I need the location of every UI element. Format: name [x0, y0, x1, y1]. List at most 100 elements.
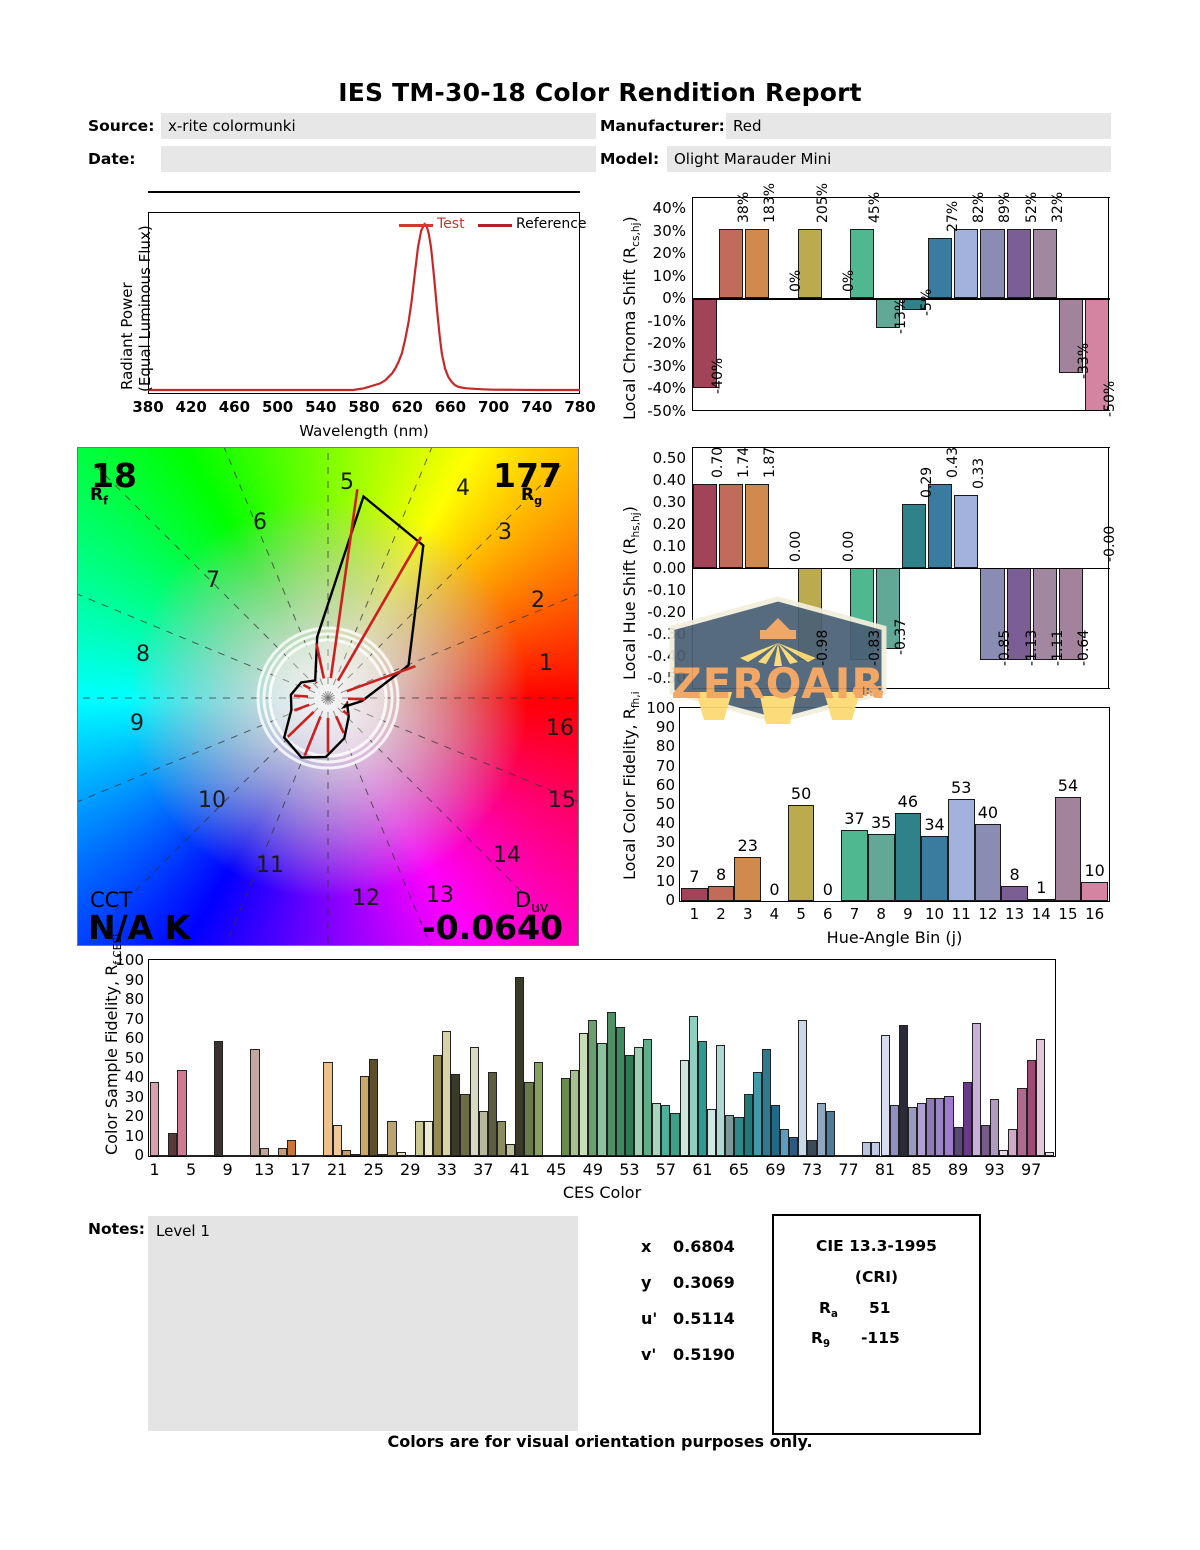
page-title: IES TM-30-18 Color Rendition Report	[338, 78, 862, 107]
csf-bar	[460, 1093, 470, 1156]
hue-ytick: 0.20	[652, 515, 686, 533]
hue-ytick: -0.10	[647, 581, 686, 599]
csf-bar	[478, 1111, 488, 1156]
csf-bar	[889, 1105, 899, 1156]
lcf-bar-value: 8	[1009, 864, 1020, 884]
chroma-bar	[928, 237, 953, 299]
csf-xtick: 41	[509, 1160, 530, 1179]
csf-bar	[159, 1155, 169, 1158]
csf-ytick: 80	[124, 990, 144, 1008]
cvg-bin-number: 15	[548, 788, 576, 813]
lcf-bar-value: 34	[924, 814, 945, 834]
chroma-ytick: -30%	[647, 356, 686, 375]
csf-bar	[825, 1111, 835, 1156]
csf-bar	[533, 1062, 543, 1156]
csf-bar	[716, 1044, 726, 1156]
csf-bar	[971, 1023, 981, 1156]
csf-ytick: 90	[124, 970, 144, 989]
csf-xtick: 9	[222, 1160, 233, 1179]
cri-standard: CIE 13.3-1995	[816, 1237, 937, 1255]
lcf-xtick: 13	[1005, 905, 1025, 923]
csf-bar	[378, 1154, 388, 1157]
csf-bar	[862, 1142, 872, 1156]
lcf-bar-value: 37	[844, 808, 865, 828]
csf-bar	[1035, 1039, 1045, 1156]
lcf-bar-value: 46	[897, 791, 919, 811]
lcf-bar	[921, 835, 948, 901]
lcf-ytick: 80	[655, 737, 675, 756]
cri-ra-label: Ra	[819, 1299, 838, 1321]
lcf-bar	[787, 805, 815, 901]
csf-bar	[789, 1136, 799, 1156]
hue-bar	[980, 568, 1005, 661]
cvg-bin-number: 12	[352, 886, 380, 911]
csf-xtick: 89	[947, 1160, 969, 1179]
csf-xtick: 25	[363, 1160, 384, 1179]
hue-bar	[1058, 568, 1083, 661]
date-field[interactable]	[161, 146, 596, 172]
csf-xtick: 81	[874, 1160, 896, 1179]
csf-xtick: 29	[400, 1160, 421, 1179]
lcf-ytick: 90	[655, 718, 675, 737]
csf-bar	[560, 1078, 571, 1156]
csf-bar	[186, 1155, 196, 1158]
hue-bar	[693, 484, 718, 568]
hue-zero-line	[692, 568, 1110, 570]
csf-bar	[761, 1048, 771, 1156]
hue-left-axis	[692, 447, 694, 689]
csf-ytick: 0	[134, 1146, 144, 1164]
manufacturer-field[interactable]	[726, 113, 1111, 139]
hue-bar-label: -0.37	[892, 619, 909, 656]
lcf-bar-value: 35	[870, 812, 892, 832]
chroma-bar	[797, 228, 822, 299]
hue-bar-label: -0.85	[997, 630, 1014, 667]
lcf-xtick: 12	[978, 905, 998, 923]
spd-xtick: 580	[348, 398, 380, 416]
chroma-bar	[1058, 298, 1083, 373]
hue-bar	[745, 484, 770, 568]
csf-bar	[487, 1072, 497, 1156]
lcf-bar	[707, 885, 735, 901]
lcf-bar-value: 40	[977, 803, 999, 823]
csf-bar	[277, 1148, 287, 1156]
manufacturer-value: Red	[733, 117, 762, 135]
chroma-bar-label: 89%	[997, 191, 1014, 223]
lcf-xtick: 8	[876, 905, 886, 923]
cct-label: CCT	[90, 888, 133, 912]
chroma-bar-label: -33%	[1075, 342, 1092, 379]
hue-bar-label: 0.29	[919, 467, 936, 499]
csf-bar	[597, 1042, 607, 1156]
model-value: Olight Marauder Mini	[674, 150, 832, 168]
model-field[interactable]	[667, 146, 1111, 172]
source-field[interactable]	[161, 113, 596, 139]
chromaticity-value: 0.6804	[673, 1237, 735, 1256]
chroma-bar	[1032, 228, 1057, 299]
chroma-ytick: -50%	[647, 402, 686, 420]
csf-xtick: 97	[1020, 1160, 1042, 1179]
csf-bar	[369, 1058, 379, 1156]
chroma-bar-label: -40%	[710, 358, 727, 395]
csf-bar	[688, 1015, 698, 1156]
lcf-ytick: 30	[655, 833, 675, 852]
csf-bar	[177, 1070, 187, 1156]
csf-bar	[615, 1027, 625, 1156]
csf-ytick: 10	[124, 1126, 144, 1145]
csf-xtick: 53	[619, 1160, 640, 1179]
hue-right-axis	[1108, 447, 1110, 689]
csf-ytick: 30	[124, 1087, 144, 1106]
notes-field[interactable]	[148, 1216, 578, 1431]
lcf-bar-value: 53	[951, 778, 972, 798]
source-value: x-rite colormunki	[168, 117, 296, 135]
lcf-bar-value: 10	[1084, 860, 1105, 880]
spd-ylabel-line2: (Equal Luminous Flux)	[136, 225, 154, 392]
chroma-bar-label: -13%	[892, 297, 909, 334]
hue-ytick: -0.30	[647, 625, 686, 643]
cvg-bin-number: 16	[546, 716, 574, 741]
hue-bar-label: 0.43	[945, 447, 962, 479]
lcf-xtick: 15	[1058, 905, 1078, 923]
lcf-bar-value: 54	[1057, 776, 1079, 796]
chroma-bar-label: -50%	[1101, 380, 1118, 417]
lcf-bar-value: 0	[769, 880, 780, 899]
